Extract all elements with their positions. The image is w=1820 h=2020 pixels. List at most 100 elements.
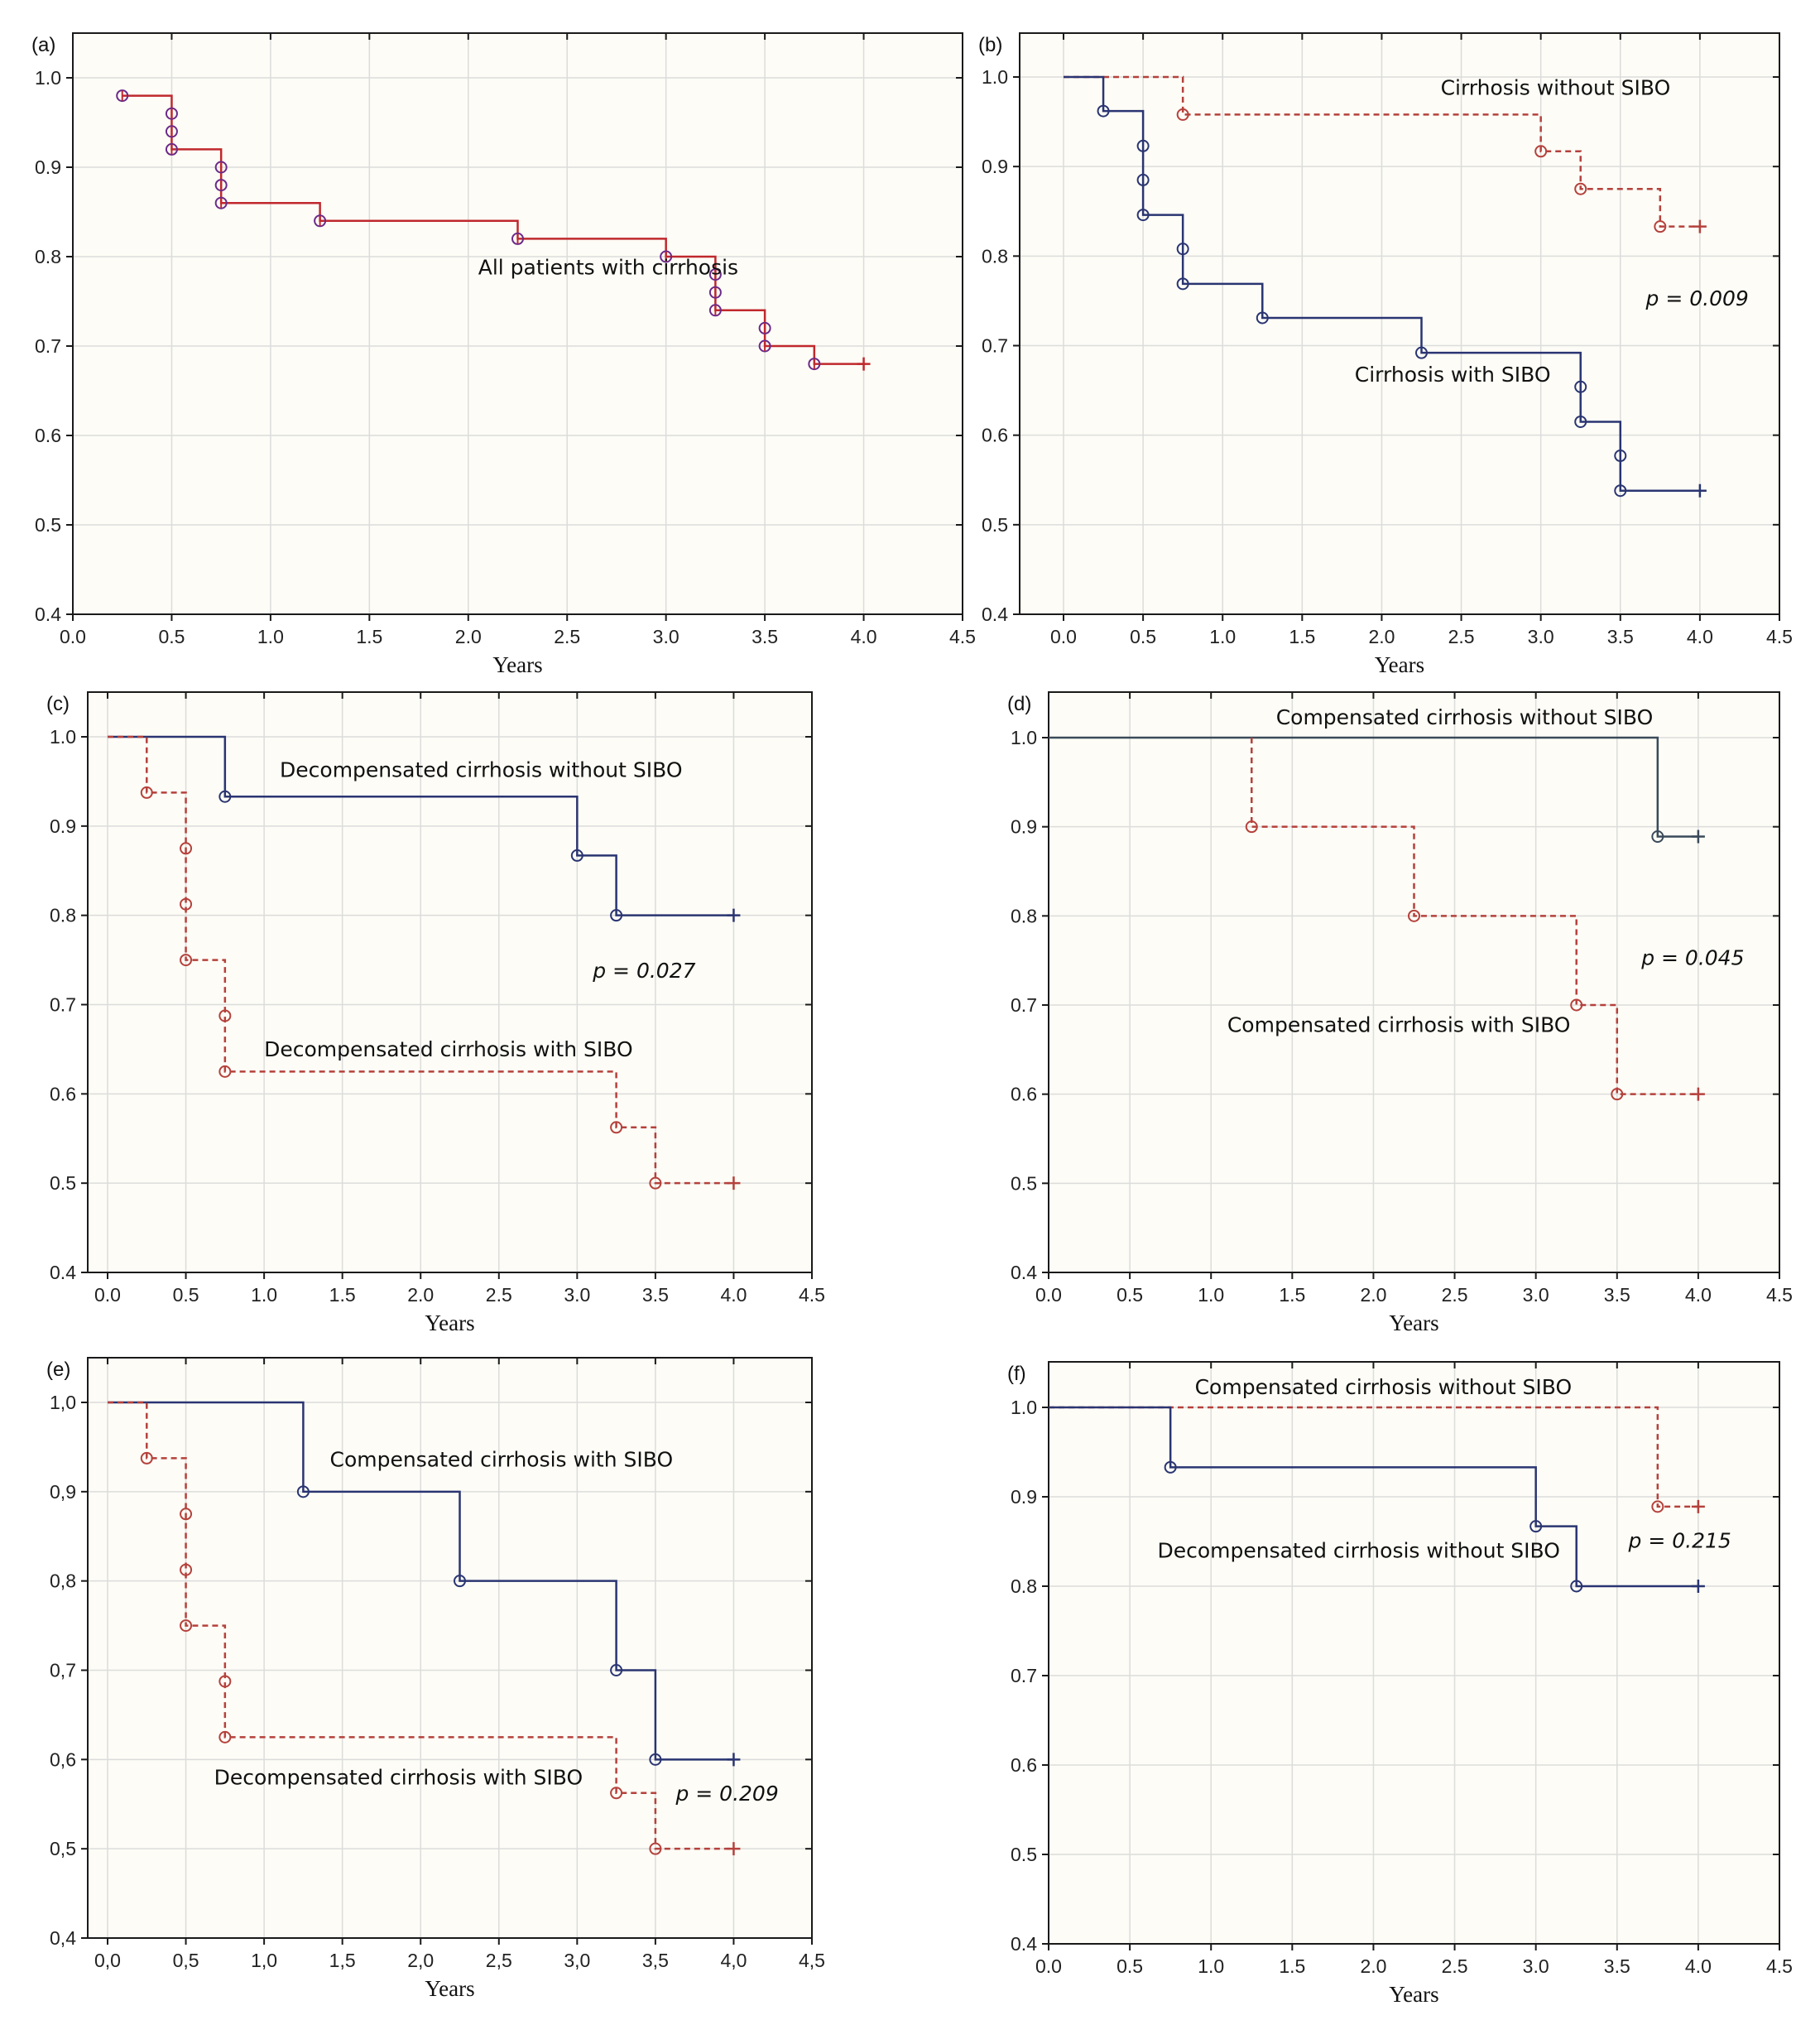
y-tick-label: 0.8 [50, 905, 76, 926]
event-marker [165, 142, 178, 156]
x-tick-label: 4.0 [851, 626, 877, 647]
event-marker [165, 107, 178, 120]
x-tick-label: 4,0 [720, 1950, 747, 1971]
panel-label: (b) [978, 34, 1002, 56]
event-marker [214, 179, 228, 192]
survival-curve-line [108, 1401, 734, 1850]
event-marker [1136, 209, 1150, 222]
event-marker [1245, 820, 1258, 834]
panel-label: (f) [1007, 1363, 1026, 1385]
x-tick-label: 0.5 [1116, 1284, 1143, 1306]
event-marker [708, 286, 722, 299]
x-tick-label: 3.5 [1607, 626, 1634, 647]
y-tick-label: 0.4 [982, 604, 1008, 625]
event-marker [218, 1730, 232, 1743]
event-marker [570, 849, 583, 862]
x-tick-label: 2.0 [407, 1284, 434, 1306]
x-tick-label: 4.0 [1685, 1284, 1712, 1306]
x-tick-label: 1,5 [329, 1950, 356, 1971]
y-tick-label: 0.9 [982, 156, 1008, 177]
series-2 [1064, 75, 1707, 498]
y-tick-label: 0.7 [1011, 994, 1037, 1016]
x-tick-label: 2.5 [486, 1284, 512, 1306]
curve-label: All patients with cirrhosis [478, 256, 738, 280]
plot-background [88, 1358, 812, 1938]
curve-label: Decompensated cirrhosis without SIBO [1157, 1538, 1559, 1562]
event-marker [180, 842, 193, 855]
curve-label: Compensated cirrhosis without SIBO [1276, 705, 1654, 729]
x-tick-label: 0.5 [173, 1284, 199, 1306]
event-marker [180, 954, 193, 967]
curve-label: Compensated cirrhosis without SIBO [1195, 1375, 1573, 1399]
survival-curve-line [122, 94, 864, 365]
axis-frame [87, 691, 813, 1273]
event-marker [454, 1575, 466, 1588]
panel-d: 0.0 0.5 1.0 1.5 2.0 2.5 3.0 3.5 4.0 4.5 0.4 0.5 0.6 0… [1007, 691, 1793, 1335]
x-tick-label: 4.5 [1766, 626, 1793, 647]
x-axis-label: Years [1389, 1311, 1438, 1335]
x-axis-label: Years [1389, 1982, 1438, 2007]
event-marker [1654, 220, 1667, 233]
event-marker [808, 358, 821, 371]
axis-frame [1019, 32, 1780, 615]
survival-curve-line [1064, 75, 1700, 228]
x-tick-label: 2,5 [486, 1950, 512, 1971]
x-tick-label: 3.0 [1523, 1955, 1549, 1977]
event-marker [1176, 108, 1189, 121]
series-2 [1245, 738, 1705, 1101]
axis-frame [72, 32, 963, 615]
series-1 [108, 1401, 741, 1767]
censor-marker [1693, 219, 1707, 233]
y-tick-label: 0.4 [35, 604, 61, 625]
x-tick-label: 4.0 [1685, 1955, 1712, 1977]
event-marker [610, 909, 623, 922]
x-tick-label: 1.5 [356, 626, 382, 647]
x-tick-label: 4.5 [799, 1284, 825, 1306]
y-tick-label: 0.8 [35, 246, 61, 267]
survival-curve-line [1049, 736, 1698, 838]
y-tick-label: 0.7 [50, 994, 76, 1016]
x-tick-label: 4.5 [1766, 1284, 1793, 1306]
y-tick-label: 0.4 [50, 1262, 76, 1283]
y-tick-label: 0.4 [1011, 1933, 1037, 1955]
series-2 [108, 735, 741, 1190]
event-marker [511, 232, 524, 245]
event-marker [708, 304, 722, 317]
event-marker [116, 89, 129, 103]
panel-c: 0.0 0.5 1.0 1.5 2.0 2.5 3.0 3.5 4.0 4.5 0.4 0.5 0.6 0… [46, 691, 825, 1335]
event-marker [610, 1664, 623, 1676]
event-marker [708, 268, 722, 281]
y-tick-label: 0.9 [50, 815, 76, 837]
event-marker [1136, 139, 1150, 152]
x-tick-label: 2.5 [1448, 626, 1475, 647]
x-tick-label: 3.0 [564, 1284, 590, 1306]
x-tick-label: 0.0 [1035, 1955, 1062, 1977]
x-tick-label: 3.0 [1528, 626, 1554, 647]
event-marker [1614, 450, 1627, 463]
event-marker [218, 1675, 232, 1688]
x-axis-label: Years [425, 1976, 474, 2001]
event-marker [1529, 1520, 1543, 1533]
plot-background [1020, 33, 1779, 614]
plot-background [1049, 1362, 1779, 1944]
x-tick-label: 4.5 [1766, 1955, 1793, 1977]
x-tick-label: 2.5 [1442, 1284, 1468, 1306]
x-tick-label: 0.5 [1116, 1955, 1143, 1977]
y-tick-label: 0.8 [982, 245, 1008, 267]
y-tick-label: 1,0 [50, 1392, 76, 1413]
x-tick-label: 3.5 [642, 1284, 669, 1306]
plot-background [73, 33, 963, 614]
event-marker [1534, 145, 1548, 158]
x-tick-label: 1.0 [1209, 626, 1236, 647]
event-marker [758, 321, 771, 334]
event-marker [1256, 311, 1269, 325]
survival-curve-line [1049, 1406, 1698, 1588]
series-1 [1064, 75, 1707, 233]
x-tick-label: 1.5 [1279, 1284, 1305, 1306]
x-axis-label: Years [425, 1311, 474, 1335]
survival-curve-line [108, 735, 734, 916]
censor-marker [727, 908, 741, 922]
y-tick-label: 0,6 [50, 1748, 76, 1770]
censor-marker [727, 1176, 741, 1190]
censor-marker [1691, 1499, 1705, 1513]
